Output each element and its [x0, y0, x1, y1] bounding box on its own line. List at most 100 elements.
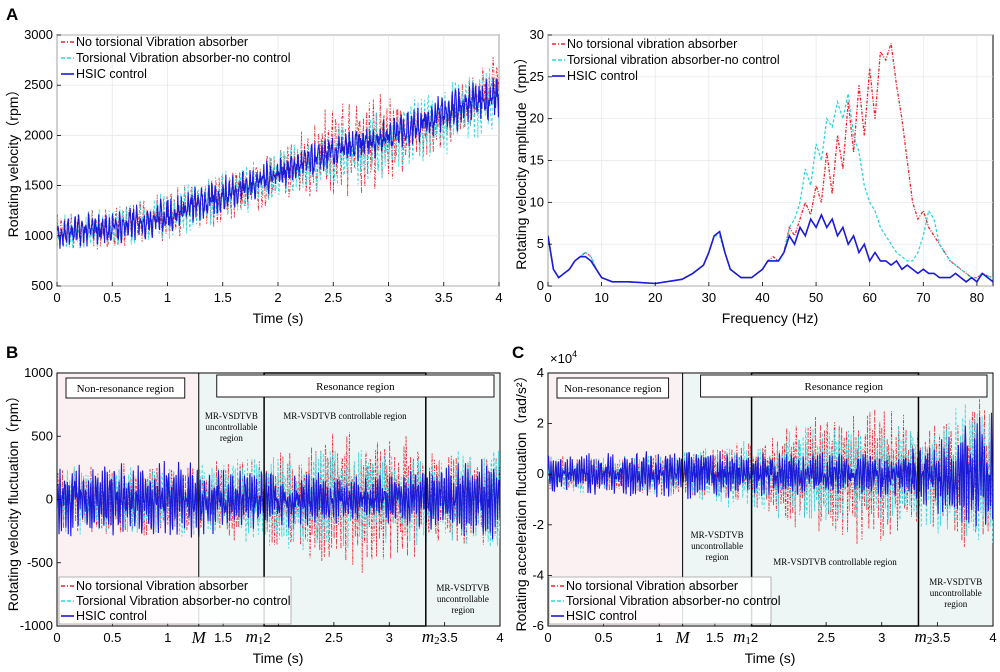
uncontrollable-left-label: uncontrollable — [205, 422, 257, 432]
chart-c-acceleration-fluctuation: M 1.5 m12 m23.5 0 0.5 1 2.5 3 4 -6 -4 -2 0 2 4 Non-reso… — [513, 349, 997, 666]
legend-entry: No torsional vibration absorber — [567, 37, 737, 51]
y-tick-label: 30 — [530, 27, 544, 42]
x-tick-label: 0.5 — [103, 290, 121, 305]
legend-box — [548, 576, 772, 625]
marker-label-m2: m23.5 — [915, 627, 951, 647]
x-tick-label: 3 — [385, 290, 392, 305]
legend: No torsional Vibration absorber Torsiona… — [61, 35, 290, 81]
x-tick-label: 1 — [164, 290, 171, 305]
x-tick-label: 30 — [702, 290, 716, 305]
x-tick-label: 1 — [656, 630, 663, 645]
marker-label-m2: m23.5 — [422, 627, 458, 647]
uncontrollable-left-label: MR-VSDTVB — [691, 530, 744, 540]
uncontrollable-right-label: region — [451, 605, 474, 615]
x-tick-label: 1.5 — [214, 290, 232, 305]
marker-label-m1: m12 — [733, 627, 758, 647]
legend: No torsional Vibration absorber Torsiona… — [58, 576, 292, 625]
controllable-region-label: MR-VSDTVB controllable region — [283, 411, 407, 421]
non-resonance-label-box — [65, 377, 186, 399]
x-tick-label: 0 — [53, 290, 60, 305]
y-tick-label: 2500 — [24, 77, 53, 92]
marker-label-m: M — [191, 628, 207, 647]
legend-entry: No torsional Vibration absorber — [76, 579, 248, 593]
y-tick-label: 5 — [537, 236, 544, 251]
y-tick-label: 0 — [537, 278, 544, 293]
y-tick-label: 2 — [537, 416, 544, 431]
legend-entry: Torsional vibration absorber-no control — [567, 53, 780, 67]
x-axis-label: Time (s) — [253, 650, 304, 666]
legend-entry: No torsional Vibration absorber — [76, 35, 248, 49]
non-resonance-label: Non-resonance region — [77, 383, 175, 395]
legend-entry: Torsional Vibration absorber-no control — [76, 594, 290, 608]
resonance-label-box — [216, 374, 495, 398]
x-axis-label: Frequency (Hz) — [722, 310, 818, 326]
x-tick-label: 1.5 — [214, 630, 232, 645]
legend-entry: Torsional Vibration absorber-no control — [76, 51, 290, 65]
y-tick-label: 15 — [530, 153, 544, 168]
y-tick-label: 0 — [46, 492, 53, 507]
resonance-label-box — [700, 374, 988, 398]
legend-entry: HSIC control — [567, 69, 638, 83]
x-tick-label: 4 — [496, 630, 503, 645]
controllable-region-box — [263, 372, 427, 627]
x-tick-label: 3 — [386, 630, 393, 645]
x-tick-label: 2.5 — [325, 630, 343, 645]
x-tick-label: 0 — [544, 290, 551, 305]
x-tick-label: 2 — [274, 290, 281, 305]
uncontrollable-left-label: uncontrollable — [691, 541, 743, 551]
panel-letter-a: A — [6, 5, 18, 24]
y-tick-label: 0 — [537, 466, 544, 481]
non-resonance-label-box — [556, 377, 670, 399]
y-tick-label: -6 — [532, 618, 544, 633]
y-axis-label: Rotating velocity amplitude（rpm） — [513, 50, 529, 269]
x-tick-label: 0.5 — [595, 630, 613, 645]
chart-a-time: 0 0.5 1 1.5 2 2.5 3 3.5 4 500 1000 1500 2000 2500 3000… — [5, 27, 503, 326]
legend-box — [58, 576, 292, 625]
x-tick-label: 40 — [755, 290, 769, 305]
x-tick-label: 1.5 — [706, 630, 724, 645]
y-tick-label: 500 — [31, 278, 53, 293]
x-tick-label: 10 — [594, 290, 608, 305]
x-tick-label: 0.5 — [103, 630, 121, 645]
x-tick-label: 4 — [989, 630, 996, 645]
x-tick-label: 3 — [878, 630, 885, 645]
panel-letter-c: C — [512, 343, 524, 362]
uncontrollable-right-label: MR-VSDTVB — [436, 583, 489, 593]
x-tick-label: 60 — [862, 290, 876, 305]
x-tick-label: 50 — [809, 290, 823, 305]
x-tick-label: 0 — [544, 630, 551, 645]
legend-entry: HSIC control — [76, 67, 147, 81]
y-axis-label: Rotating velocity（rpm） — [5, 83, 21, 238]
uncontrollable-right-label: uncontrollable — [437, 594, 489, 604]
non-resonance-label: Non-resonance region — [564, 383, 662, 395]
x-tick-label: 3.5 — [435, 290, 453, 305]
series-line-red — [548, 43, 993, 285]
uncontrollable-left-label: region — [706, 552, 729, 562]
series-line-blue — [548, 212, 993, 285]
y-tick-label: 20 — [530, 111, 544, 126]
y-tick-label: -4 — [532, 567, 544, 582]
y-tick-label: 1500 — [24, 178, 53, 193]
y-tick-label: -2 — [532, 517, 544, 532]
x-tick-label: 4 — [495, 290, 502, 305]
legend-entry: HSIC control — [566, 609, 637, 623]
y-axis-label: Rotating velocity fluctuation（rpm） — [5, 389, 21, 612]
x-axis-label: Time (s) — [745, 650, 796, 666]
x-tick-label: 0 — [53, 630, 60, 645]
x-tick-label: 2.5 — [817, 630, 835, 645]
x-tick-label: 70 — [916, 290, 930, 305]
y-tick-label: 2000 — [24, 127, 53, 142]
x-tick-label: 20 — [648, 290, 662, 305]
uncontrollable-right-label: uncontrollable — [930, 588, 982, 598]
chart-b-velocity-fluctuation: M 1.5 m12 m23.50 0.5 1 2.5 3 4-1000-50005001000 … — [5, 365, 504, 666]
controllable-region-box — [750, 372, 920, 627]
x-tick-label: 2.5 — [324, 290, 342, 305]
x-tick-label: 1 — [164, 630, 171, 645]
legend: No torsional Vibration absorber Torsiona… — [548, 576, 780, 625]
y-tick-label: -500 — [27, 555, 53, 570]
legend-entry: Torsional Vibration absorber-no control — [566, 594, 780, 608]
y-exponent-label: ×104 — [550, 349, 577, 366]
y-tick-label: -1000 — [20, 618, 53, 633]
marker-label-m: M — [675, 628, 691, 647]
